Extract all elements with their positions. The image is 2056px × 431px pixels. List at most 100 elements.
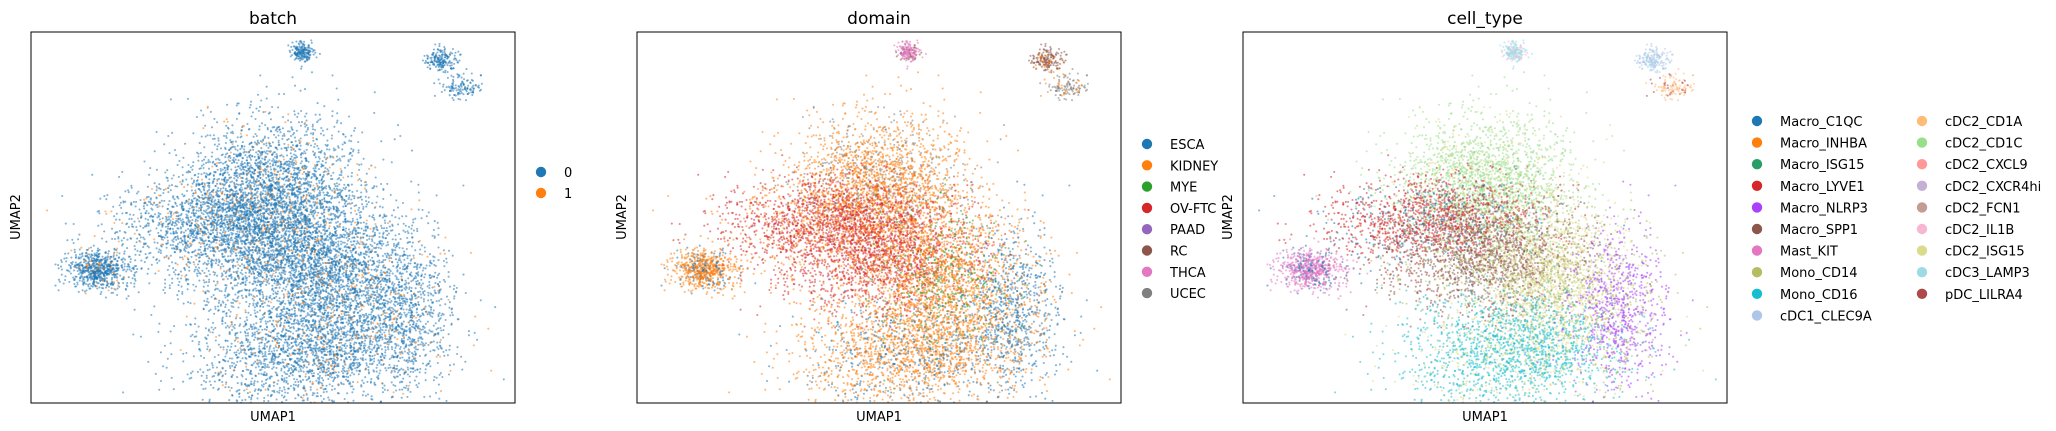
scatter-point <box>106 281 109 285</box>
scatter-point <box>303 134 306 137</box>
scatter-point <box>264 110 267 113</box>
scatter-point <box>271 163 274 166</box>
scatter-point <box>85 289 88 292</box>
scatter-point <box>152 256 155 259</box>
scatter-point <box>73 277 76 280</box>
scatter-point <box>264 123 267 127</box>
scatter-point <box>166 239 169 242</box>
scatter-point <box>175 217 178 220</box>
scatter-point <box>290 155 293 158</box>
scatter-point <box>226 171 229 174</box>
scatter-point <box>181 166 184 169</box>
scatter-point <box>219 167 222 170</box>
scatter-point <box>153 182 156 185</box>
scatter-point <box>223 234 227 237</box>
scatter-point <box>293 110 296 113</box>
scatter-point <box>215 241 218 245</box>
scatter-point <box>207 181 211 184</box>
scatter-point <box>240 186 243 189</box>
scatter-point <box>260 150 264 154</box>
scatter-point <box>173 251 177 254</box>
scatter-point <box>215 222 218 225</box>
scatter-point <box>213 177 216 180</box>
scatter-point <box>185 213 188 216</box>
scatter-point <box>215 235 218 238</box>
scatter-point <box>189 242 192 245</box>
scatter-point <box>277 164 280 167</box>
scatter-point <box>315 182 318 185</box>
scatter-point <box>285 149 288 152</box>
scatter-point <box>236 144 239 147</box>
scatter-point <box>257 216 261 219</box>
scatter-point <box>77 256 80 259</box>
scatter-point <box>335 121 338 124</box>
scatter-point <box>118 252 121 255</box>
scatter-point <box>218 239 221 242</box>
scatter-point <box>211 182 214 185</box>
scatter-point <box>252 135 255 138</box>
scatter-point <box>273 254 276 257</box>
scatter-point <box>315 202 318 205</box>
scatter-point <box>235 183 238 186</box>
scatter-point <box>237 211 240 214</box>
scatter-point <box>251 111 254 114</box>
scatter-point <box>285 229 288 232</box>
scatter-point <box>339 159 342 162</box>
scatter-point <box>354 232 357 235</box>
scatter-point <box>192 192 195 195</box>
scatter-point <box>324 265 328 268</box>
scatter-point <box>316 188 320 191</box>
scatter-point <box>231 205 234 208</box>
scatter-point <box>206 205 209 208</box>
scatter-point <box>75 266 78 269</box>
scatter-point <box>256 93 260 96</box>
scatter-point <box>304 125 307 128</box>
scatter-point <box>130 217 133 220</box>
scatter-point <box>77 273 80 276</box>
scatter-point <box>350 183 353 186</box>
scatter-point <box>158 205 161 208</box>
scatter-point <box>264 193 267 196</box>
scatter-point <box>180 241 183 244</box>
scatter-point <box>169 254 172 257</box>
scatter-point <box>291 144 294 147</box>
scatter-point <box>149 229 152 232</box>
scatter-point <box>249 199 252 202</box>
scatter-point <box>227 165 230 168</box>
scatter-point <box>325 145 329 148</box>
scatter-point <box>240 242 244 245</box>
scatter-point <box>257 184 260 187</box>
scatter-point <box>259 221 262 224</box>
scatter-point <box>241 195 244 198</box>
scatter-point <box>147 224 150 227</box>
scatter-point <box>279 169 282 172</box>
scatter-point <box>63 257 66 260</box>
scatter-point <box>316 214 319 217</box>
scatter-point <box>231 132 235 135</box>
scatter-point <box>139 240 142 243</box>
scatter-point <box>122 237 125 240</box>
scatter-point <box>227 234 230 237</box>
scatter-point <box>204 124 207 127</box>
scatter-point <box>76 263 79 266</box>
scatter-point <box>142 236 145 239</box>
scatter-point <box>146 204 149 207</box>
scatter-point <box>240 269 243 272</box>
scatter-point <box>224 208 227 211</box>
scatter-point <box>213 137 216 140</box>
scatter-point <box>311 125 314 128</box>
scatter-point <box>99 262 102 265</box>
scatter-point <box>275 183 278 186</box>
scatter-point <box>232 229 235 232</box>
scatter-point <box>243 264 246 267</box>
scatter-point <box>133 285 136 288</box>
scatter-point <box>218 195 221 198</box>
scatter-point <box>283 183 286 186</box>
scatter-point <box>417 191 420 194</box>
scatter-point <box>188 198 191 201</box>
scatter-point <box>111 291 115 294</box>
scatter-point <box>215 191 218 194</box>
scatter-point <box>74 253 77 257</box>
scatter-point <box>120 239 123 242</box>
